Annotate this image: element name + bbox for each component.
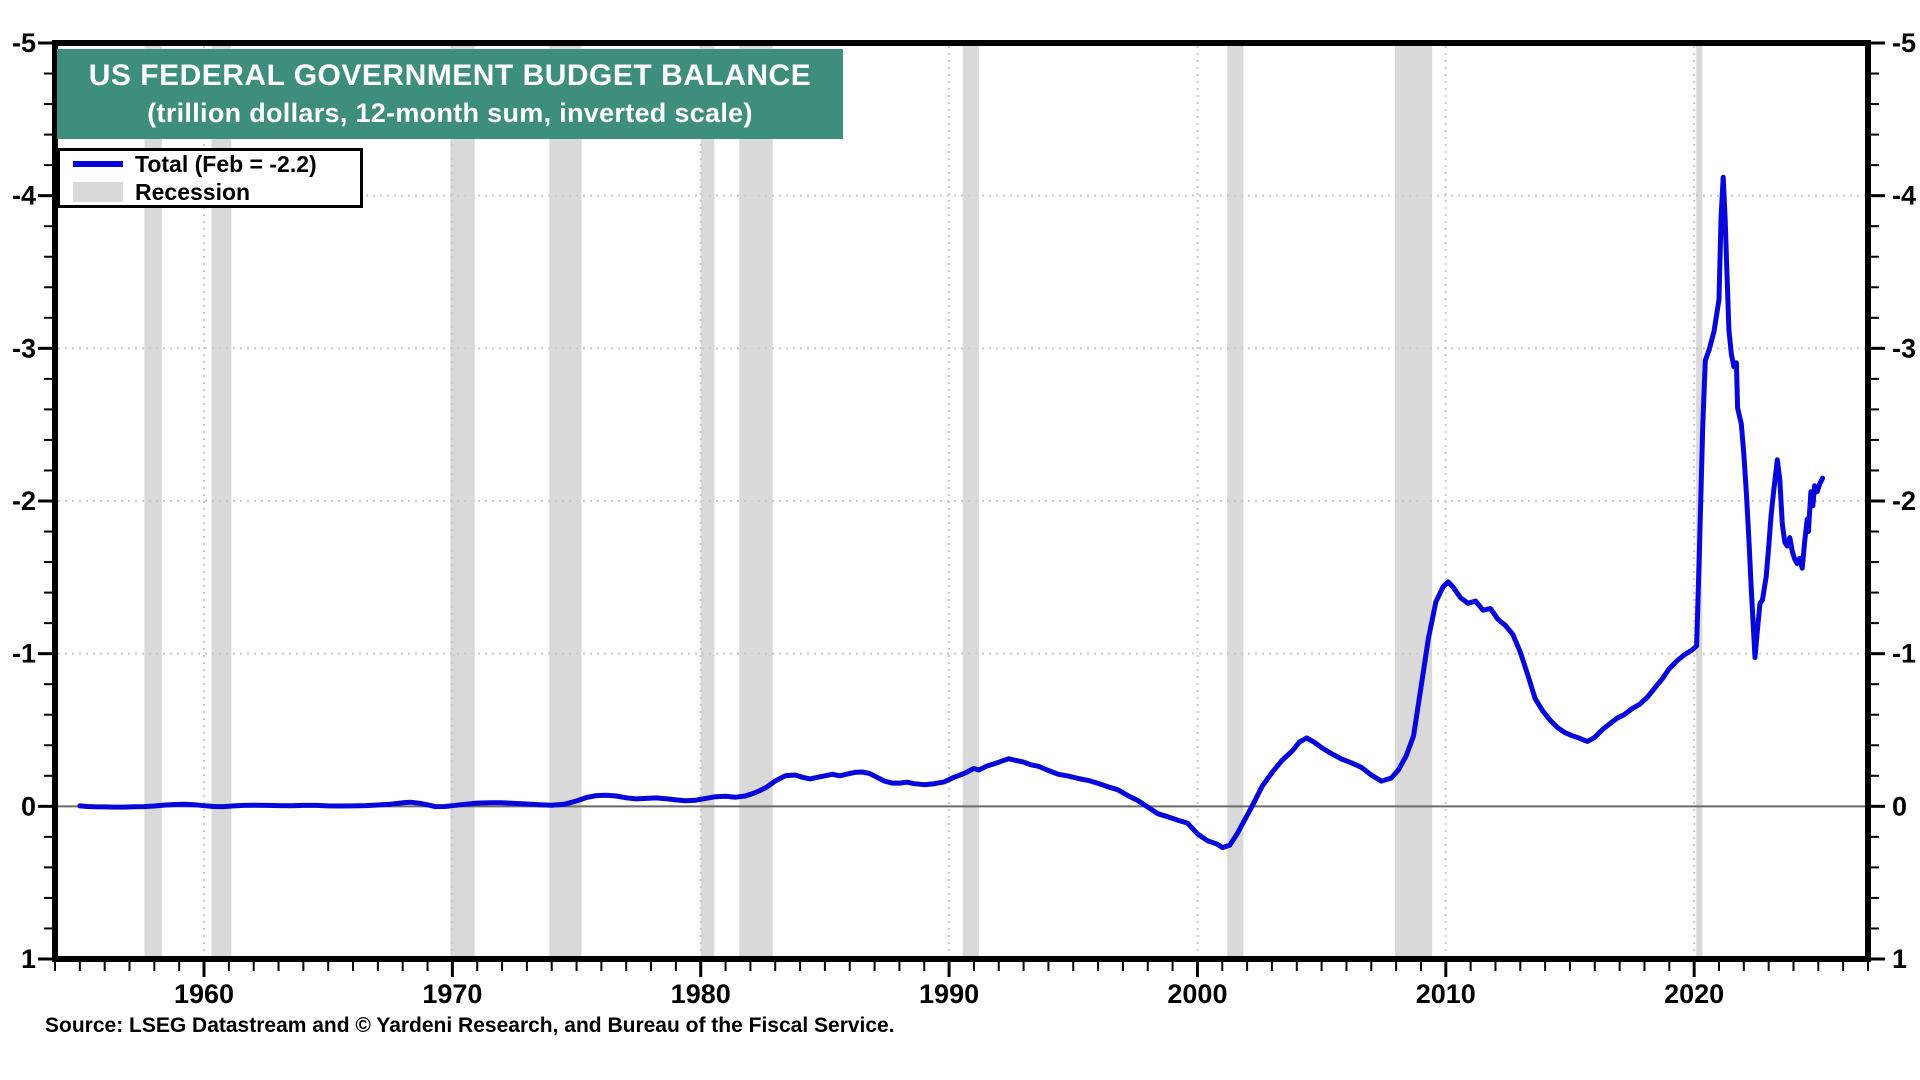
x-axis-label: 2000 — [1167, 979, 1227, 1009]
axis-ticks — [38, 41, 1885, 977]
y-axis-label-left: -3 — [12, 333, 36, 363]
x-axis-label: 2020 — [1664, 979, 1724, 1009]
budget-balance-line — [77, 174, 1826, 851]
y-axis-label-right: 0 — [1892, 791, 1907, 821]
x-axis-label: 2010 — [1416, 979, 1476, 1009]
legend-row-recession: Recession — [60, 179, 360, 205]
total-line-swatch — [73, 161, 123, 167]
y-axis-label-left: -4 — [12, 181, 36, 211]
recession-bars — [144, 45, 1703, 957]
chart-subtitle: (trillion dollars, 12-month sum, inverte… — [147, 97, 753, 128]
frame — [52, 40, 1871, 962]
y-axis-label-right: -5 — [1892, 28, 1916, 58]
y-axis-label-right: -1 — [1892, 639, 1916, 669]
legend-label-recession: Recession — [135, 178, 251, 205]
y-axis-label-right: 1 — [1892, 944, 1907, 974]
y-axis-label-left: -1 — [12, 639, 36, 669]
legend-label-total: Total (Feb = -2.2) — [135, 150, 317, 177]
y-axis-label-right: -3 — [1892, 333, 1916, 363]
chart-title-box: US FEDERAL GOVERNMENT BUDGET BALANCE (tr… — [57, 49, 843, 139]
recession-bar — [1394, 45, 1433, 957]
legend: Total (Feb = -2.2) Recession — [57, 148, 363, 208]
series — [77, 174, 1826, 851]
y-axis-label-left: -2 — [12, 486, 36, 516]
chart-title: US FEDERAL GOVERNMENT BUDGET BALANCE — [88, 59, 812, 93]
x-axis-label: 1970 — [422, 979, 482, 1009]
axis-frame — [52, 40, 1871, 962]
recession-bar — [962, 45, 979, 957]
x-axis-label: 1980 — [671, 979, 731, 1009]
y-axis-label-right: -2 — [1892, 486, 1916, 516]
recession-bar — [700, 45, 715, 957]
x-axis-label: 1990 — [919, 979, 979, 1009]
source-attribution: Source: LSEG Datastream and © Yardeni Re… — [45, 1014, 895, 1037]
legend-row-total: Total (Feb = -2.2) — [60, 151, 360, 177]
axis-labels: -5 -5 -4 -4 -3 -3 -2 -2 -1 -1 0 0 1 1 1960 1970 1980 1990… — [12, 28, 1916, 1009]
y-axis-label-left: 0 — [21, 791, 36, 821]
x-axis-label: 1960 — [174, 979, 234, 1009]
y-axis-label-left: -5 — [12, 28, 36, 58]
y-axis-label-right: -4 — [1892, 181, 1916, 211]
y-axis-label-left: 1 — [21, 944, 36, 974]
recession-bar — [211, 45, 232, 957]
recession-bar — [144, 45, 162, 957]
recession-swatch — [73, 182, 123, 202]
